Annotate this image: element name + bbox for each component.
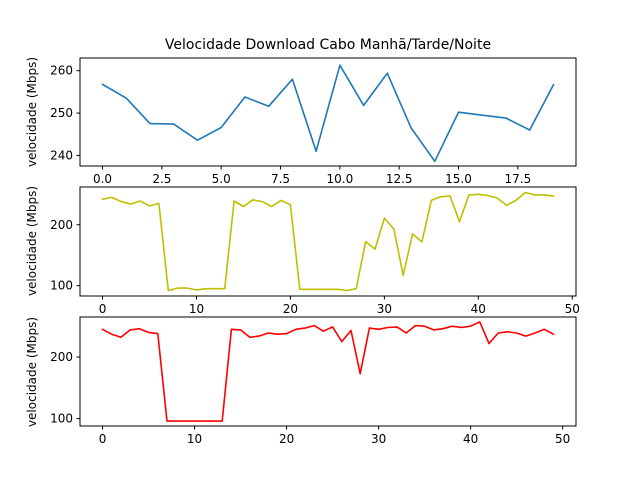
y-axis-label-bottom: velocidade (Mbps) (25, 317, 39, 427)
y-ticks-bottom: 100 200 (50, 350, 80, 426)
x-tick-label: 5.0 (212, 172, 231, 186)
subplot-bottom: 100 200 0 10 20 30 40 50 velocidade (Mbps) (25, 316, 577, 446)
y-tick-label: 240 (50, 148, 73, 162)
x-ticks-bottom: 0 10 20 30 40 50 (99, 426, 570, 446)
series-line-middle (101, 191, 555, 292)
y-tick-label: 250 (50, 106, 73, 120)
x-tick-label: 20 (279, 432, 294, 446)
y-ticks-top: 240 250 260 (50, 64, 80, 162)
x-tick-label: 0 (99, 432, 107, 446)
x-tick-label: 20 (283, 302, 298, 316)
x-tick-label: 0 (99, 302, 107, 316)
x-ticks-top: 0.0 2.5 5.0 7.5 10.0 12.5 15.0 17.5 (93, 166, 531, 186)
y-ticks-middle: 100 200 (50, 218, 80, 293)
series-bottom (101, 321, 555, 422)
y-axis-label-top: velocidade (Mbps) (25, 57, 39, 167)
series-line-top (101, 64, 555, 163)
x-tick-label: 50 (565, 302, 580, 316)
x-tick-label: 10 (187, 432, 202, 446)
plot-frame-bottom (79, 316, 577, 427)
series-top (101, 64, 555, 163)
x-tick-label: 40 (463, 432, 478, 446)
plot-frame-middle (79, 186, 577, 297)
x-tick-label: 17.5 (504, 172, 531, 186)
x-tick-label: 0.0 (93, 172, 112, 186)
x-tick-label: 2.5 (152, 172, 171, 186)
y-tick-label: 100 (50, 412, 73, 426)
x-ticks-middle: 0 10 20 30 40 50 (99, 296, 580, 316)
x-tick-label: 50 (555, 432, 570, 446)
y-tick-label: 200 (50, 218, 73, 232)
x-tick-label: 40 (471, 302, 486, 316)
y-tick-label: 260 (50, 64, 73, 78)
subplot-middle: 100 200 0 10 20 30 40 50 velocidade (Mbps) (25, 186, 580, 316)
x-tick-label: 10 (189, 302, 204, 316)
x-tick-label: 15.0 (445, 172, 472, 186)
x-tick-label: 10.0 (327, 172, 354, 186)
y-tick-label: 200 (50, 350, 73, 364)
series-line-bottom (101, 321, 555, 422)
subplot-top: 240 250 260 0.0 2.5 5.0 7.5 10.0 12.5 15.0 17.5 v… (25, 57, 577, 186)
y-axis-label-middle: velocidade (Mbps) (25, 186, 39, 296)
chart-title: Velocidade Download Cabo Manhã/Tarde/Noi… (165, 37, 491, 53)
y-tick-label: 100 (50, 279, 73, 293)
x-tick-label: 12.5 (386, 172, 413, 186)
plot-frame-top (79, 57, 577, 167)
series-middle (101, 191, 555, 292)
x-tick-label: 7.5 (271, 172, 290, 186)
x-tick-label: 30 (371, 432, 386, 446)
x-tick-label: 30 (377, 302, 392, 316)
